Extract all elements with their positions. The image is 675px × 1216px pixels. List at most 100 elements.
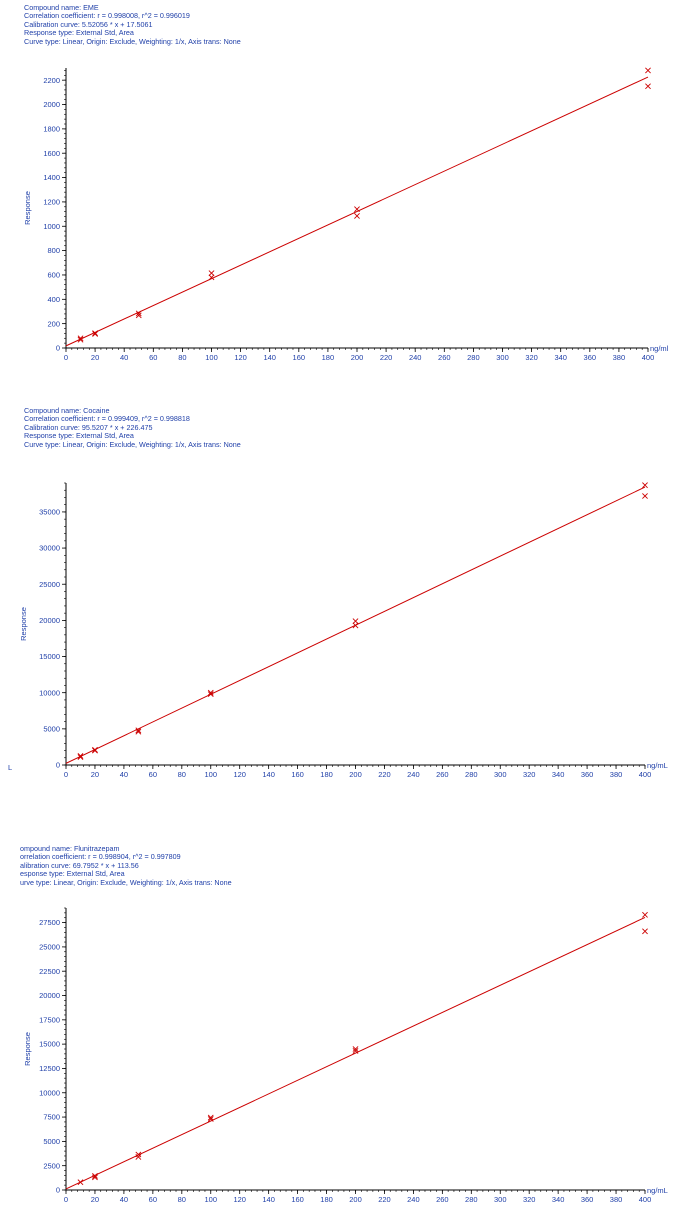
- x-axis-title: ng/mL: [647, 761, 668, 770]
- x-tick-label: 140: [262, 770, 275, 779]
- compound-info: Compound name: EME Correlation coefficie…: [24, 3, 241, 46]
- y-axis-title: Response: [19, 607, 28, 641]
- x-tick-label: 100: [204, 770, 217, 779]
- x-tick-label: 300: [494, 1195, 507, 1204]
- x-tick-label: 80: [178, 353, 186, 362]
- data-point-marker: [642, 482, 648, 489]
- x-tick-label: 220: [380, 353, 393, 362]
- y-tick-label: 7500: [43, 1113, 60, 1122]
- data-point-marker: [207, 689, 214, 696]
- info-line: Response type: External Std, Area: [24, 431, 134, 441]
- data-point-marker: [208, 274, 215, 281]
- y-tick-label: 0: [56, 344, 60, 353]
- x-tick-label: 360: [581, 770, 594, 779]
- x-tick-label: 360: [581, 1195, 594, 1204]
- x-tick-label: 60: [149, 353, 157, 362]
- x-tick-label: 260: [436, 1195, 449, 1204]
- y-tick-label: 25000: [39, 942, 60, 951]
- x-tick-label: 260: [436, 770, 449, 779]
- calibration-line: [65, 916, 646, 1190]
- y-tick-label: 20000: [39, 991, 60, 1000]
- data-point-marker: [135, 310, 142, 317]
- x-tick-label: 120: [233, 770, 246, 779]
- x-tick-label: 0: [64, 770, 68, 779]
- data-point-marker: [92, 747, 98, 754]
- x-tick-label: 400: [639, 770, 652, 779]
- x-tick-label: 20: [91, 770, 99, 779]
- y-tick-label: 15000: [39, 652, 60, 661]
- y-tick-label: 600: [47, 271, 60, 280]
- data-point-marker: [352, 1048, 359, 1054]
- x-tick-label: 20: [91, 353, 99, 362]
- info-line: Curve type: Linear, Origin: Exclude, Wei…: [24, 439, 241, 449]
- y-tick-label: 10000: [39, 1088, 60, 1097]
- x-tick-label: 240: [409, 353, 422, 362]
- x-tick-label: 140: [262, 1195, 275, 1204]
- x-tick-label: 100: [204, 1195, 217, 1204]
- data-point-marker: [207, 691, 214, 698]
- data-point-marker: [208, 270, 215, 277]
- calibration-panel-cocaine: Compound name: Cocaine Correlation coeff…: [0, 403, 675, 803]
- x-tick-label: 200: [349, 1195, 362, 1204]
- x-axis-title: ng/ml: [650, 344, 669, 353]
- data-point-marker: [77, 335, 84, 342]
- y-tick-label: 30000: [39, 544, 60, 553]
- x-tick-label: 120: [233, 1195, 246, 1204]
- x-tick-label: 320: [525, 353, 538, 362]
- data-point-marker: [642, 493, 648, 499]
- x-tick-label: 0: [64, 353, 68, 362]
- info-line: orrelation coefficient: r = 0.998904, r^…: [20, 852, 181, 862]
- data-point-marker: [642, 928, 648, 935]
- data-point-marker: [77, 336, 84, 343]
- x-tick-label: 320: [523, 1195, 536, 1204]
- x-tick-label: 200: [351, 353, 364, 362]
- data-point-marker: [352, 618, 359, 625]
- y-tick-label: 400: [47, 295, 60, 304]
- x-tick-label: 340: [552, 770, 565, 779]
- x-tick-label: 280: [465, 770, 478, 779]
- y-tick-label: 27500: [39, 918, 60, 927]
- data-point-marker: [135, 1154, 142, 1160]
- x-tick-label: 40: [120, 770, 128, 779]
- y-tick-label: 5000: [43, 724, 60, 733]
- data-point-marker: [645, 83, 651, 90]
- y-tick-label: 17500: [39, 1015, 60, 1024]
- info-line: Correlation coefficient: r = 0.998008, r…: [24, 11, 190, 21]
- data-point-marker: [135, 728, 142, 735]
- data-point-marker: [77, 754, 84, 760]
- x-tick-label: 40: [120, 1195, 128, 1204]
- y-tick-label: 1600: [43, 149, 60, 158]
- x-tick-label: 340: [554, 353, 567, 362]
- y-tick-label: 15000: [39, 1040, 60, 1049]
- x-tick-label: 380: [610, 1195, 623, 1204]
- data-point-marker: [354, 212, 360, 219]
- x-tick-label: 180: [320, 1195, 333, 1204]
- data-point-marker: [92, 330, 99, 337]
- data-point-marker: [352, 622, 359, 629]
- x-tick-label: 160: [291, 770, 304, 779]
- y-tick-label: 2200: [43, 76, 60, 85]
- data-point-marker: [135, 727, 142, 734]
- y-tick-label: 22500: [39, 967, 60, 976]
- x-tick-label: 260: [438, 353, 451, 362]
- y-tick-label: 200: [47, 319, 60, 328]
- info-line: Calibration curve: 5.52056 * x + 17.5061: [24, 19, 153, 29]
- x-tick-label: 20: [91, 1195, 99, 1204]
- x-tick-label: 220: [378, 770, 391, 779]
- compound-info: ompound name: Flunitrazepam orrelation c…: [20, 844, 232, 887]
- x-tick-label: 180: [322, 353, 335, 362]
- data-point-marker: [92, 1174, 98, 1181]
- x-tick-label: 240: [407, 1195, 420, 1204]
- data-point-marker: [352, 1046, 359, 1052]
- x-tick-label: 80: [178, 770, 186, 779]
- x-tick-label: 180: [320, 770, 333, 779]
- y-tick-label: 0: [56, 761, 60, 770]
- data-point-marker: [354, 206, 360, 213]
- data-point-marker: [77, 1179, 84, 1186]
- info-line: Response type: External Std, Area: [24, 28, 134, 38]
- y-tick-label: 25000: [39, 580, 60, 589]
- x-tick-label: 300: [494, 770, 507, 779]
- info-line: alibration curve: 69.7952 * x + 113.56: [20, 860, 139, 870]
- x-tick-label: 280: [465, 1195, 478, 1204]
- y-tick-label: 5000: [43, 1137, 60, 1146]
